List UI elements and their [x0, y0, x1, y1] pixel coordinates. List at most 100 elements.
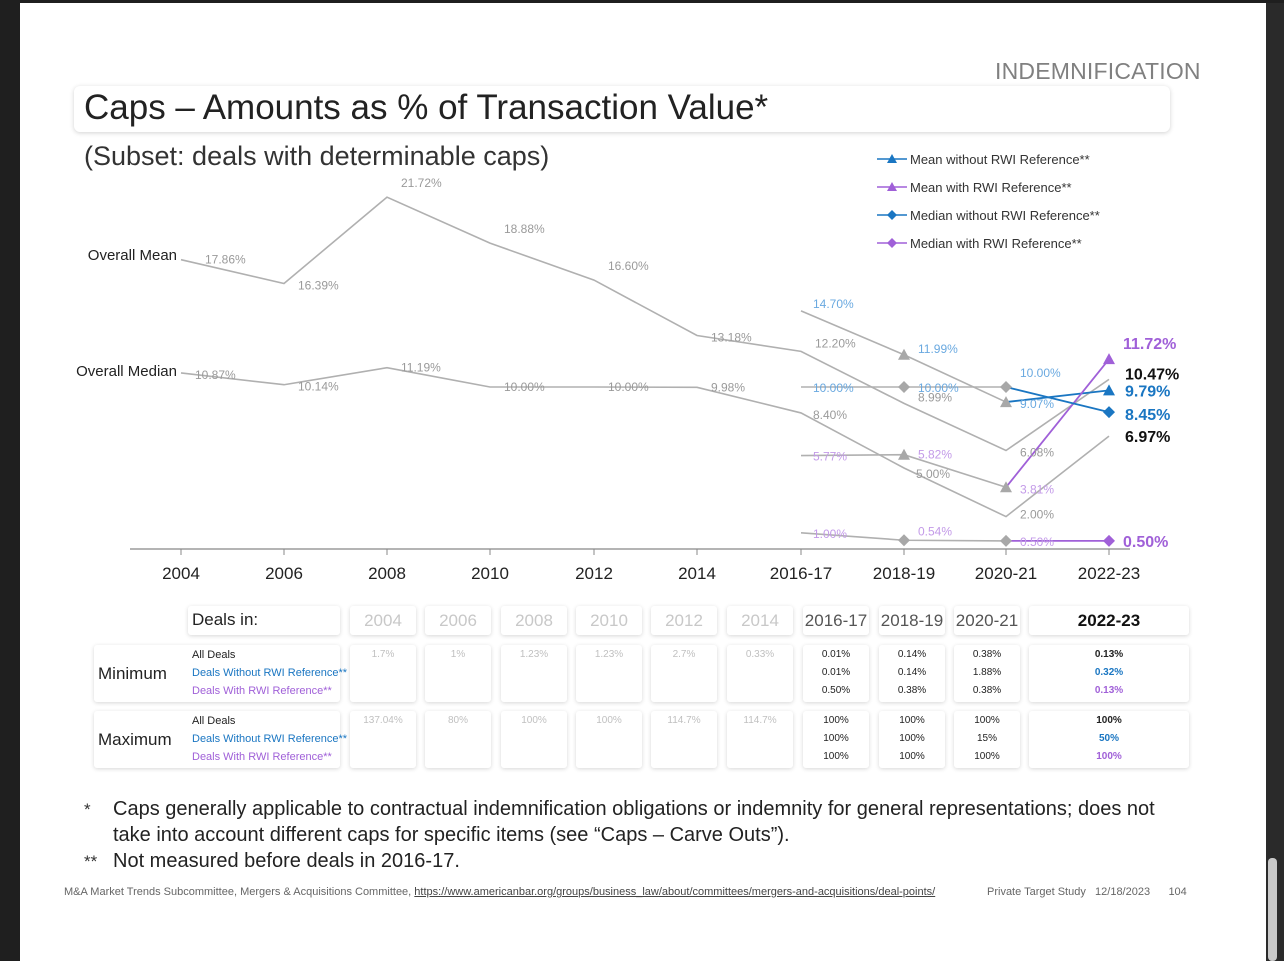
study-info: Private Target Study 12/18/2023 104	[987, 886, 1187, 898]
table-value-cell	[879, 645, 945, 702]
table-value: 1.88%	[972, 667, 1002, 678]
table-corner-label: Deals in:	[192, 610, 259, 629]
slide	[20, 3, 1266, 961]
legend-triangle-marker	[887, 182, 897, 191]
data-label: 6.08%	[1020, 446, 1054, 460]
table-header-label: 2018-19	[880, 611, 944, 630]
data-label: 2.00%	[1020, 508, 1054, 522]
table-header-cell	[1029, 606, 1189, 635]
data-label: 10.00%	[504, 380, 545, 394]
table-header-cell	[954, 606, 1020, 635]
table-value: 15%	[976, 733, 997, 744]
table-row-name: Maximum	[98, 730, 172, 749]
data-label: 10.00%	[813, 381, 854, 395]
series-line-latest	[1005, 389, 1110, 403]
legend-entry: Median without RWI Reference**	[910, 208, 1100, 223]
table-value: 0.38%	[972, 649, 1002, 660]
table-value-cell	[954, 711, 1020, 768]
source-link[interactable]: https://www.americanbar.org/groups/busin…	[414, 886, 936, 898]
table-value-cell	[727, 711, 793, 768]
table-value: 1.7%	[371, 649, 395, 660]
table-deal-label: Deals Without RWI Reference**	[192, 733, 348, 745]
table-header-label: 2004	[364, 611, 402, 630]
table-value-cell	[350, 711, 416, 768]
legend-diamond-marker	[887, 210, 897, 220]
data-label: 12.20%	[815, 336, 856, 350]
table-value: 0.32%	[1094, 667, 1124, 678]
table-header-label: 2008	[515, 611, 553, 630]
data-label: 10.87%	[195, 368, 236, 382]
table-value: 0.13%	[1094, 685, 1124, 696]
table-value: 1.23%	[519, 649, 549, 660]
footnote-1-marker: *	[84, 800, 91, 819]
table-value-cell	[350, 645, 416, 702]
table-value: 0.01%	[821, 649, 851, 660]
data-label: 11.99%	[918, 342, 958, 356]
scrollbar-thumb[interactable]	[1268, 858, 1277, 961]
data-label: 6.97%	[1125, 429, 1170, 446]
scrollbar[interactable]	[1266, 3, 1284, 961]
data-label: 13.18%	[711, 330, 752, 344]
footnote-2-marker: **	[84, 852, 98, 871]
table-value-cell	[879, 711, 945, 768]
table-deal-label: Deals With RWI Reference**	[192, 685, 332, 697]
page-number: 104	[1168, 886, 1187, 898]
table-value: 100%	[1096, 751, 1122, 762]
data-label: 10.00%	[608, 380, 649, 394]
table-header-cell	[651, 606, 717, 635]
chart-legend: Mean without RWI Reference** Mean with RW…	[877, 152, 1100, 251]
data-label: 5.77%	[813, 450, 847, 464]
table-value: 100%	[899, 751, 925, 762]
data-label: 17.86%	[205, 253, 246, 267]
table-value: 1.23%	[594, 649, 624, 660]
table-row-name: Minimum	[98, 664, 167, 683]
triangle-marker	[1103, 384, 1115, 396]
table-header-label: 2016-17	[804, 611, 868, 630]
x-tick-label: 2004	[162, 564, 200, 583]
data-label: 0.54%	[918, 524, 952, 538]
table-value-cell	[727, 645, 793, 702]
table-header-label: 2012	[665, 611, 703, 630]
table-header-cell	[425, 606, 491, 635]
triangle-marker	[898, 448, 910, 460]
data-label: 5.82%	[918, 448, 952, 462]
table-corner-cell	[188, 606, 340, 635]
series-row-label: Overall Mean	[88, 247, 177, 264]
table-value: 80%	[447, 715, 468, 726]
data-label: 14.70%	[813, 297, 854, 311]
data-label: 9.98%	[711, 380, 745, 394]
table-header-cell	[576, 606, 642, 635]
x-tick-label: 2010	[471, 564, 509, 583]
table-value: 0.33%	[745, 649, 775, 660]
table-value-cell	[576, 711, 642, 768]
table-header-label: 2006	[439, 611, 477, 630]
data-label: 16.60%	[608, 259, 649, 273]
data-label: 11.19%	[401, 361, 441, 375]
data-label: 10.00%	[918, 381, 959, 395]
table-value-cell	[1029, 645, 1189, 702]
data-label: 9.79%	[1125, 383, 1170, 400]
table-value: 114.7%	[743, 715, 777, 726]
diamond-marker	[898, 381, 910, 393]
x-tick-label: 2018-19	[873, 564, 935, 583]
chart-data-labels: 17.86% 16.39% 21.72% 18.88% 16.60% 13.18% 12.2…	[195, 176, 1179, 551]
footnote-2: Not measured before deals in 2016-17.	[113, 850, 460, 872]
table-header-label: 2010	[590, 611, 628, 630]
x-tick-label: 2016-17	[770, 564, 832, 583]
source-note: M&A Market Trends Subcommittee, Mergers …	[64, 886, 935, 898]
data-label: 8.40%	[813, 408, 847, 422]
legend-diamond-marker	[887, 238, 897, 248]
x-axis: 2004 2006 2008 2010 2012 2014 2016-17 2018-19 20…	[76, 247, 1140, 583]
table-header-cell	[501, 606, 567, 635]
diamond-marker	[1103, 534, 1115, 547]
table-value: 0.38%	[972, 685, 1002, 696]
table-deal-label: Deals With RWI Reference**	[192, 751, 332, 763]
data-label: 21.72%	[401, 176, 442, 190]
table-value-cell	[651, 645, 717, 702]
table-value: 114.7%	[667, 715, 701, 726]
table-value-cell	[803, 711, 869, 768]
series-row-label: Overall Median	[76, 363, 177, 380]
table-value-cell	[1029, 711, 1189, 768]
title-box	[74, 86, 1170, 132]
